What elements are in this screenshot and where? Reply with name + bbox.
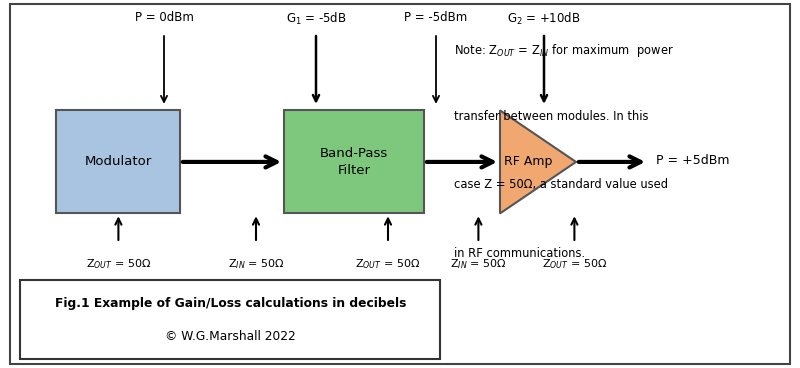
Text: Z$_{OUT}$ = 50Ω: Z$_{OUT}$ = 50Ω bbox=[355, 258, 421, 272]
Text: Band-Pass
Filter: Band-Pass Filter bbox=[320, 147, 388, 177]
Polygon shape bbox=[500, 110, 576, 213]
Text: case Z = 50Ω, a standard value used: case Z = 50Ω, a standard value used bbox=[454, 178, 669, 191]
Text: Z$_{OUT}$ = 50Ω: Z$_{OUT}$ = 50Ω bbox=[542, 258, 607, 272]
Text: Modulator: Modulator bbox=[84, 155, 152, 169]
Text: © W.G.Marshall 2022: © W.G.Marshall 2022 bbox=[165, 330, 296, 343]
FancyBboxPatch shape bbox=[56, 110, 180, 213]
Text: Fig.1 Example of Gain/Loss calculations in decibels: Fig.1 Example of Gain/Loss calculations … bbox=[54, 297, 406, 310]
Text: G$_1$ = -5dB: G$_1$ = -5dB bbox=[286, 11, 346, 27]
Text: P = 0dBm: P = 0dBm bbox=[134, 11, 194, 24]
Text: G$_2$ = +10dB: G$_2$ = +10dB bbox=[507, 11, 581, 27]
Text: in RF communications.: in RF communications. bbox=[454, 247, 586, 259]
Text: P = -5dBm: P = -5dBm bbox=[404, 11, 468, 24]
Text: Note: Z$_{OUT}$ = Z$_{IN}$ for maximum  power: Note: Z$_{OUT}$ = Z$_{IN}$ for maximum p… bbox=[454, 42, 674, 59]
FancyBboxPatch shape bbox=[284, 110, 424, 213]
Text: Z$_{IN}$ = 50Ω: Z$_{IN}$ = 50Ω bbox=[450, 258, 506, 272]
Text: RF Amp: RF Amp bbox=[504, 155, 552, 169]
Text: transfer between modules. In this: transfer between modules. In this bbox=[454, 110, 649, 123]
Text: Z$_{IN}$ = 50Ω: Z$_{IN}$ = 50Ω bbox=[228, 258, 284, 272]
Text: Z$_{OUT}$ = 50Ω: Z$_{OUT}$ = 50Ω bbox=[86, 258, 151, 272]
Text: P = +5dBm: P = +5dBm bbox=[656, 154, 730, 167]
